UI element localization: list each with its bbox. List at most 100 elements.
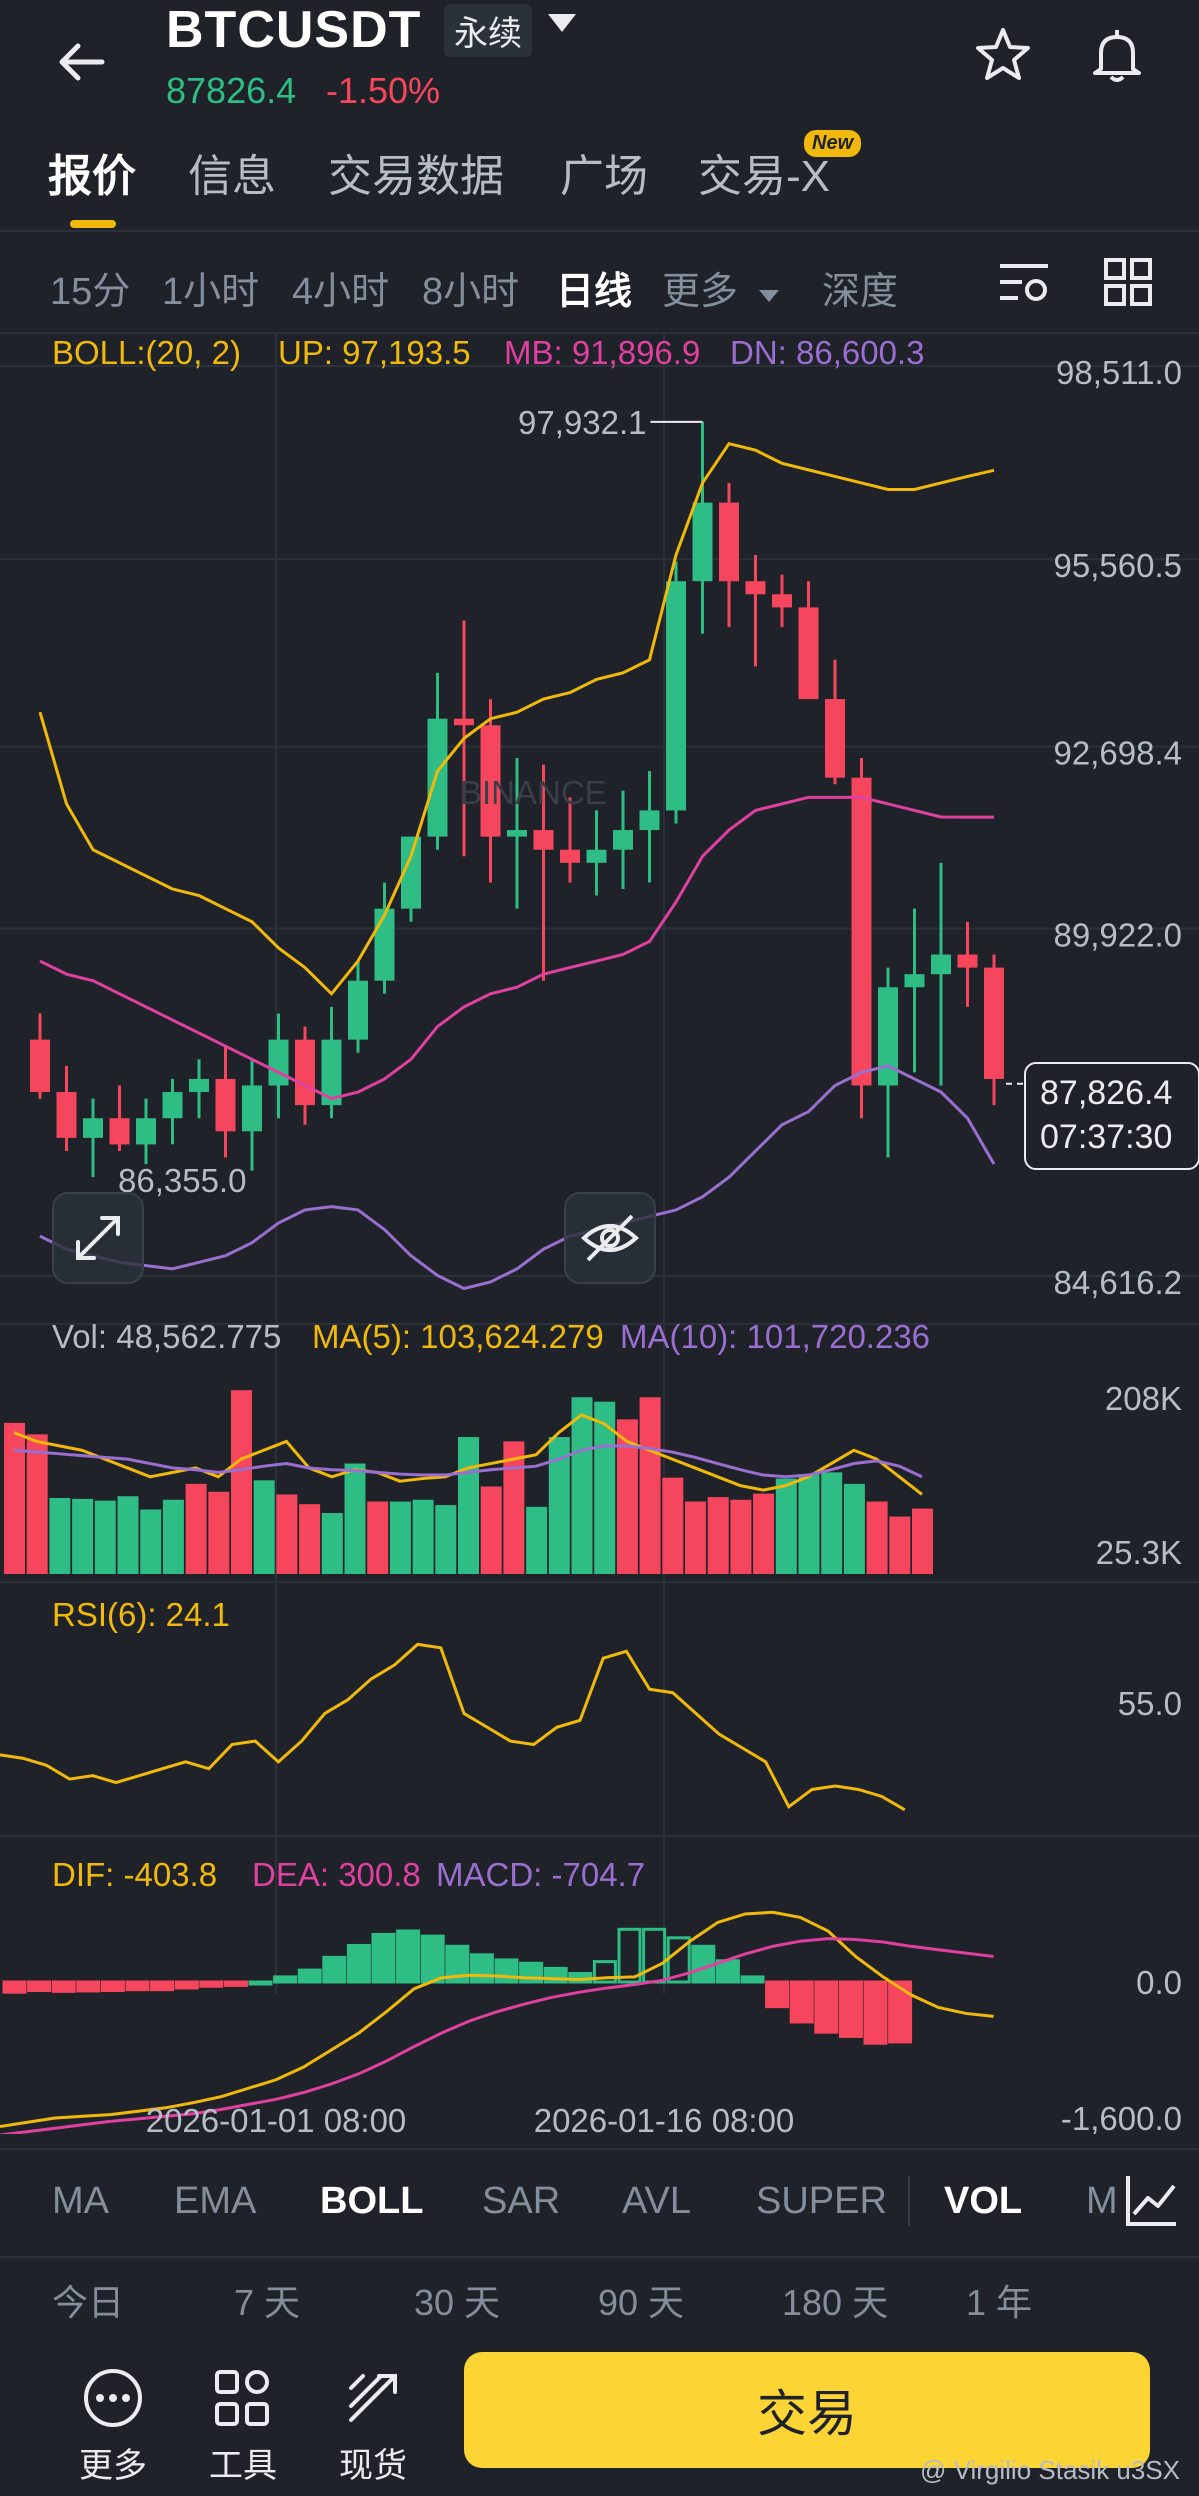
volume-bar: [49, 1498, 71, 1574]
macd-histogram-bar: [396, 1929, 421, 1984]
volume-bar: [843, 1483, 865, 1574]
indicator-sar[interactable]: SAR: [482, 2180, 561, 2222]
last-price: 87826.4: [166, 70, 297, 111]
volume-bar: [912, 1508, 933, 1574]
chart-settings-button[interactable]: [996, 254, 1052, 310]
macd-histogram-bar: [2, 1980, 27, 1994]
alert-button[interactable]: [1082, 20, 1152, 90]
interval-1d[interactable]: 日线: [556, 271, 633, 313]
range-1y[interactable]: 1 年: [966, 2282, 1033, 2323]
candle-body: [242, 1085, 262, 1132]
indicator-settings-button[interactable]: [1122, 2170, 1192, 2234]
macd-histogram-bar: [51, 1980, 76, 1993]
time-range-bar: 今日 7 天 30 天 90 天 180 天 1 年: [0, 2256, 1199, 2336]
candle-body: [162, 1092, 183, 1119]
tab-trade-x[interactable]: 交易-X: [698, 152, 830, 201]
macd-histogram-bar: [322, 1955, 347, 1984]
range-30d[interactable]: 30 天: [414, 2282, 501, 2323]
volume-bar: [526, 1506, 548, 1574]
tab-quote[interactable]: 报价: [48, 152, 136, 201]
macd-histogram-bar: [740, 1975, 765, 1984]
current-price-tag: 87,826.4 07:37:30: [1024, 1062, 1199, 1170]
interval-15m[interactable]: 15分: [50, 271, 131, 313]
indicator-avl[interactable]: AVL: [622, 2180, 692, 2222]
indicator-boll[interactable]: BOLL: [320, 2180, 424, 2222]
interval-depth[interactable]: 深度: [822, 271, 899, 313]
y-tick-label: 84,616.2: [1054, 1264, 1182, 1301]
symbol-title[interactable]: BTCUSDT: [166, 1, 422, 59]
bell-icon: [1093, 30, 1141, 82]
candle-body: [295, 1039, 315, 1106]
indicator-vol[interactable]: VOL: [944, 2180, 1023, 2222]
volume-bar: [140, 1509, 162, 1574]
candle-body: [215, 1078, 236, 1132]
y-tick-label: 92,698.4: [1054, 735, 1182, 772]
candle-body: [321, 1039, 342, 1106]
tab-info[interactable]: 信息: [188, 152, 276, 201]
toggle-indicator-visibility-button[interactable]: [564, 1192, 656, 1284]
header: BTCUSDT 永续 87826.4 -1.50%: [0, 0, 1199, 130]
indicator-ma[interactable]: MA: [52, 2180, 109, 2222]
kline-chart[interactable]: 98,511.0 95,560.5 92,698.4 89,922.0 84,616.2…: [0, 334, 1199, 2134]
expand-icon: [76, 1216, 120, 1260]
volume-bar: [707, 1497, 729, 1574]
symbol-dropdown[interactable]: [546, 12, 578, 41]
volume-bar: [821, 1472, 843, 1574]
more-label: 更多: [79, 2447, 147, 2485]
volume-bar: [480, 1486, 502, 1574]
interval-more[interactable]: 更多: [662, 260, 781, 315]
candle-body: [30, 1039, 50, 1093]
volume-bar: [503, 1441, 525, 1574]
indicator-super[interactable]: SUPER: [756, 2180, 887, 2222]
interval-1h[interactable]: 1小时: [162, 271, 260, 313]
change-percent: -1.50%: [326, 70, 441, 111]
tools-label: 工具: [209, 2447, 277, 2485]
volume-bar: [730, 1499, 752, 1574]
y-tick-label: 95,560.5: [1054, 547, 1182, 584]
candle-body: [189, 1078, 209, 1093]
indicator-bar: MA EMA BOLL SAR AVL SUPER VOL M: [0, 2148, 1199, 2258]
macd-histogram-bar: [863, 1980, 888, 2045]
candle-body: [931, 954, 951, 975]
volume-bar: [72, 1498, 94, 1574]
indicator-macd[interactable]: M: [1086, 2180, 1118, 2222]
volume-bar: [26, 1434, 48, 1574]
tab-square[interactable]: 广场: [560, 152, 648, 201]
range-90d[interactable]: 90 天: [598, 2282, 685, 2323]
interval-4h[interactable]: 4小时: [292, 271, 390, 313]
candle-body: [83, 1118, 103, 1138]
indicator-divider: [908, 2176, 910, 2226]
vol-y-tick: 25.3K: [1096, 1534, 1182, 1571]
volume-bar: [94, 1500, 116, 1574]
back-button[interactable]: [40, 20, 124, 104]
y-tick-label: 98,511.0: [1056, 354, 1182, 391]
candle-body: [719, 502, 739, 582]
range-180d[interactable]: 180 天: [782, 2282, 889, 2323]
spot-button[interactable]: 现货: [318, 2356, 428, 2485]
expand-chart-button[interactable]: [52, 1192, 144, 1284]
macd-dea-line: [0, 1937, 994, 2134]
tab-trading-data[interactable]: 交易数据: [328, 152, 504, 201]
candle-body: [109, 1118, 130, 1145]
more-button[interactable]: 更多: [58, 2356, 168, 2485]
favorite-button[interactable]: [968, 20, 1038, 90]
volume-bar: [594, 1401, 616, 1574]
range-today[interactable]: 今日: [52, 2282, 125, 2323]
trade-button[interactable]: 交易: [464, 2352, 1150, 2468]
macd-histogram-bar: [174, 1980, 199, 1990]
macd-histogram-bar: [642, 1927, 667, 1984]
interval-8h[interactable]: 8小时: [422, 271, 520, 313]
watermark-text: @ Virgilio Stasik u3SX: [920, 2455, 1181, 2485]
macd-histogram-bar: [445, 1944, 470, 1984]
range-7d[interactable]: 7 天: [234, 2282, 301, 2323]
layout-grid-button[interactable]: [1100, 254, 1156, 310]
caret-down-icon: [758, 290, 779, 302]
indicator-ema[interactable]: EMA: [174, 2180, 257, 2222]
macd-histogram-bar: [297, 1968, 322, 1984]
boll-legend-item: BOLL:(20, 2): [52, 334, 241, 371]
boll-legend-item: MB: 91,896.9: [504, 334, 700, 371]
tools-button[interactable]: 工具: [188, 2356, 298, 2485]
candle-body: [745, 581, 766, 595]
volume-bar: [162, 1499, 184, 1574]
candle-body: [56, 1092, 77, 1138]
